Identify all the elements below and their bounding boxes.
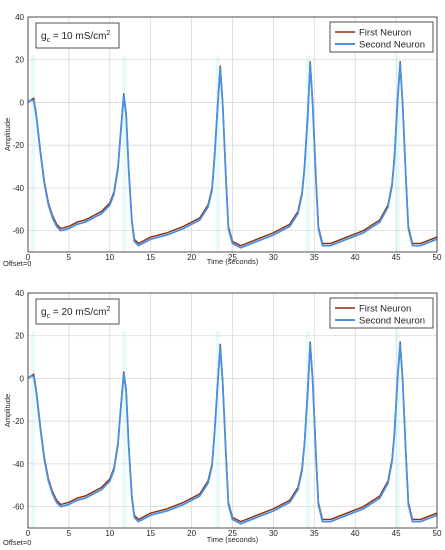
y-tick-label: 40 — [15, 289, 24, 298]
axes-frame — [27, 16, 438, 253]
x-tick-label: 10 — [105, 253, 114, 262]
series-line-second-neuron — [27, 63, 438, 249]
y-tick-label: -60 — [12, 503, 24, 512]
y-tick-label: 0 — [20, 98, 25, 107]
y-tick-label: 40 — [15, 13, 24, 22]
annotation-value: = 10 mS/cm — [50, 31, 106, 42]
legend-box — [329, 21, 434, 53]
annotation-symbol: g — [41, 31, 47, 42]
x-tick-label: 35 — [310, 529, 319, 538]
noise-band — [215, 55, 220, 252]
conductance-annotation-box — [35, 22, 120, 49]
annotation-superscript: 2 — [106, 306, 110, 313]
noise-band — [30, 55, 35, 252]
y-tick-label: -40 — [12, 184, 24, 193]
annotation-superscript: 2 — [106, 30, 110, 37]
x-tick-label: 40 — [351, 253, 360, 262]
noise-band — [122, 55, 127, 252]
y-tick-label: 20 — [15, 56, 24, 65]
plot-panel-top: 0 5 10 15 20 25 30 35 40 45 50 40 20 0 -20 -40 -60 Time (… — [3, 13, 442, 268]
legend-label-second-neuron: Second Neuron — [359, 316, 425, 327]
x-tick-label: 15 — [146, 253, 155, 262]
y-tick-label: 0 — [20, 374, 25, 383]
x-tick-label: 25 — [228, 253, 237, 262]
noise-band — [122, 331, 127, 528]
x-tick-label: 45 — [392, 529, 401, 538]
x-tick-label: 10 — [105, 529, 114, 538]
noise-band — [395, 55, 400, 252]
y-axis-label: Amplitude — [3, 394, 12, 427]
legend-label-second-neuron: Second Neuron — [359, 40, 425, 51]
noise-band — [305, 331, 310, 528]
y-tick-label: -60 — [12, 227, 24, 236]
offset-label: Offset=0 — [3, 538, 31, 547]
conductance-annotation: gc = 10 mS/cm2 — [41, 30, 110, 44]
conductance-annotation: gc = 20 mS/cm2 — [41, 306, 110, 320]
annotation-subscript: c — [47, 313, 51, 320]
x-tick-label: 40 — [351, 529, 360, 538]
x-tick-label: 50 — [433, 253, 442, 262]
annotation-value: = 20 mS/cm — [50, 307, 106, 318]
y-tick-label: 20 — [15, 332, 24, 341]
plot-panel-bottom: 0 5 10 15 20 25 30 35 40 45 50 40 20 0 -20 -40 -60 Time (… — [3, 289, 442, 547]
legend-label-first-neuron: First Neuron — [359, 304, 411, 315]
annotation-symbol: g — [41, 307, 47, 318]
x-tick-label: 30 — [269, 253, 278, 262]
x-tick-label: 15 — [146, 529, 155, 538]
x-axis-label: Time (seconds) — [207, 257, 259, 266]
conductance-annotation-box — [35, 298, 120, 325]
axes-frame — [27, 292, 438, 529]
noise-band — [305, 55, 310, 252]
series-line-second-neuron — [27, 343, 438, 525]
x-tick-label: 20 — [187, 253, 196, 262]
x-tick-label: 0 — [26, 529, 31, 538]
x-tick-label: 5 — [67, 529, 72, 538]
x-tick-label: 0 — [26, 253, 31, 262]
x-tick-label: 5 — [67, 253, 72, 262]
y-tick-label: -40 — [12, 460, 24, 469]
legend-box — [329, 297, 434, 329]
noise-band — [395, 331, 400, 528]
x-axis-label: Time (seconds) — [207, 535, 259, 544]
y-axis-label: Amplitude — [3, 118, 12, 151]
legend-label-first-neuron: First Neuron — [359, 28, 411, 39]
annotation-subscript: c — [47, 37, 51, 44]
noise-band — [30, 331, 35, 528]
x-tick-label: 35 — [310, 253, 319, 262]
offset-label: Offset=0 — [3, 259, 31, 268]
x-tick-label: 20 — [187, 529, 196, 538]
x-tick-label: 30 — [269, 529, 278, 538]
noise-band — [215, 331, 220, 528]
y-tick-label: -20 — [12, 417, 24, 426]
x-tick-label: 50 — [433, 529, 442, 538]
y-tick-label: -20 — [12, 141, 24, 150]
x-tick-label: 45 — [392, 253, 401, 262]
x-tick-label: 25 — [228, 529, 237, 538]
